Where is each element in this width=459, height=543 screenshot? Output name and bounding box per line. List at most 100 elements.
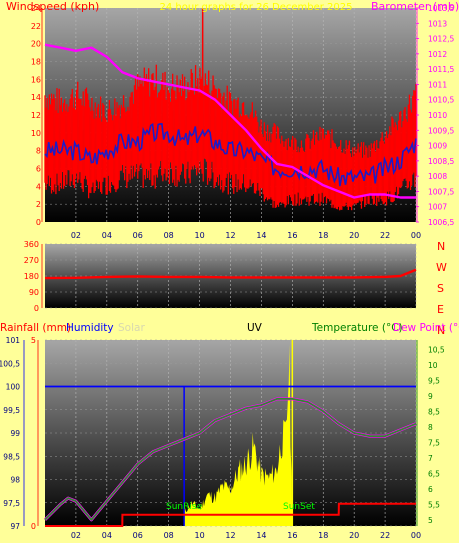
rainfall-label: Rainfall (mm) <box>0 322 71 334</box>
solar-label: Solar <box>118 322 145 334</box>
top-xtick-00: 00 <box>411 231 421 240</box>
humidity-tick-98,5: 98,5 <box>3 452 20 461</box>
top-xtick-16: 16 <box>287 231 297 240</box>
baro-tick-5: 1009 <box>428 142 447 151</box>
humidity-tick-97: 97 <box>10 522 20 531</box>
top-xtick-22: 22 <box>380 231 390 240</box>
compass-e: E <box>437 303 444 316</box>
humidity-tick-98: 98 <box>10 476 20 485</box>
top-left-title: Windspeed (kph) <box>6 0 99 13</box>
humidity-label: Humidity <box>66 322 114 334</box>
baro-tick-2: 1007,5 <box>428 187 454 196</box>
wind-tick-6: 6 <box>36 165 41 174</box>
barometer-line <box>44 43 416 199</box>
temp-tick-10: 10 <box>428 361 438 370</box>
bottom-xtick-10: 10 <box>194 531 204 540</box>
rainfall-line <box>45 502 416 527</box>
wind-tick-18: 18 <box>31 58 41 67</box>
temp-tick-6,5: 6,5 <box>428 469 440 478</box>
compass-n-bottom: N <box>437 324 445 337</box>
top-xtick-06: 06 <box>133 231 143 240</box>
temp-tick-9,5: 9,5 <box>428 376 440 385</box>
top-xtick-02: 02 <box>71 231 81 240</box>
baro-tick-4: 1008,5 <box>428 157 454 166</box>
temp-tick-5,5: 5,5 <box>428 500 440 509</box>
compass-n-top: N <box>437 240 445 253</box>
rain-tick-0: 0 <box>31 522 36 531</box>
top-xtick-10: 10 <box>194 231 204 240</box>
temp-tick-7: 7 <box>428 454 433 463</box>
temp-tick-6: 6 <box>428 485 433 494</box>
bottom-xtick-04: 04 <box>102 531 112 540</box>
top-center-title: 24 hour graphs for 26 December 2025 <box>160 2 353 13</box>
humidity-tick-100,5: 100,5 <box>0 359 20 368</box>
wind-tick-22: 22 <box>31 22 41 31</box>
bottom-xtick-14: 14 <box>256 531 266 540</box>
temp-tick-10,5: 10,5 <box>428 345 445 354</box>
temperature-line <box>44 397 417 521</box>
compass-s: S <box>437 282 444 295</box>
humidity-tick-99: 99 <box>10 429 20 438</box>
temp-tick-9: 9 <box>428 392 433 401</box>
baro-tick-0: 1006,5 <box>428 218 454 227</box>
solar-area <box>184 344 293 526</box>
direction-line <box>44 268 417 280</box>
wind-tick-20: 20 <box>31 40 41 49</box>
bottom-xtick-20: 20 <box>349 531 359 540</box>
top-xtick-08: 08 <box>164 231 174 240</box>
top-xtick-12: 12 <box>225 231 235 240</box>
bottom-xtick-16: 16 <box>287 531 297 540</box>
temp-tick-8,5: 8,5 <box>428 407 440 416</box>
direction-tick-0: 0 <box>34 304 39 313</box>
bottom-xtick-06: 06 <box>133 531 143 540</box>
wind-tick-4: 4 <box>36 182 41 191</box>
direction-tick-270: 270 <box>24 256 39 265</box>
bottom-xtick-08: 08 <box>164 531 174 540</box>
humidity-tick-97,5: 97,5 <box>3 499 20 508</box>
direction-tick-180: 180 <box>24 272 39 281</box>
humidity-tick-100: 100 <box>6 383 21 392</box>
baro-tick-1: 1007 <box>428 203 447 212</box>
rain-tick-5: 5 <box>31 336 36 345</box>
wind-average-line <box>44 122 417 187</box>
baro-tick-9: 1011 <box>428 80 447 89</box>
baro-tick-7: 1010 <box>428 111 447 120</box>
dewpoint-label: Dew Point (°C <box>393 322 459 334</box>
baro-tick-6: 1009,5 <box>428 126 454 135</box>
wind-tick-12: 12 <box>31 111 41 120</box>
temperature-label: Temperature (°C) <box>311 322 403 334</box>
bottom-xtick-02: 02 <box>71 531 81 540</box>
bottom-xtick-00: 00 <box>411 531 421 540</box>
uv-label: UV <box>247 322 263 334</box>
temp-tick-7,5: 7,5 <box>428 438 440 447</box>
baro-tick-10: 1011,5 <box>428 65 454 74</box>
temp-tick-8: 8 <box>428 423 433 432</box>
sunrise-label: SunRise <box>166 502 203 512</box>
direction-tick-90: 90 <box>29 288 39 297</box>
bottom-xtick-12: 12 <box>225 531 235 540</box>
humidity-tick-99,5: 99,5 <box>3 406 20 415</box>
baro-tick-14: 1013,5 <box>428 4 454 13</box>
compass-w: W <box>436 261 447 274</box>
wind-tick-2: 2 <box>36 200 41 209</box>
baro-tick-13: 1013 <box>428 19 447 28</box>
baro-tick-3: 1008 <box>428 172 447 181</box>
bottom-xtick-22: 22 <box>380 531 390 540</box>
top-right-title: Barometer (mb) <box>371 0 459 13</box>
wind-tick-0: 0 <box>36 218 41 227</box>
wind-tick-16: 16 <box>31 75 41 84</box>
wind-tick-10: 10 <box>31 129 41 138</box>
wind-tick-14: 14 <box>31 93 41 102</box>
direction-tick-360: 360 <box>24 240 39 249</box>
top-xtick-20: 20 <box>349 231 359 240</box>
wind-tick-24: 24 <box>31 4 41 13</box>
humidity-tick-101: 101 <box>6 336 21 345</box>
baro-tick-11: 1012 <box>428 50 447 59</box>
baro-tick-8: 1010,5 <box>428 96 454 105</box>
temp-tick-5: 5 <box>428 516 433 525</box>
bottom-xtick-18: 18 <box>318 531 328 540</box>
wind-tick-8: 8 <box>36 147 41 156</box>
top-xtick-04: 04 <box>102 231 112 240</box>
top-xtick-18: 18 <box>318 231 328 240</box>
